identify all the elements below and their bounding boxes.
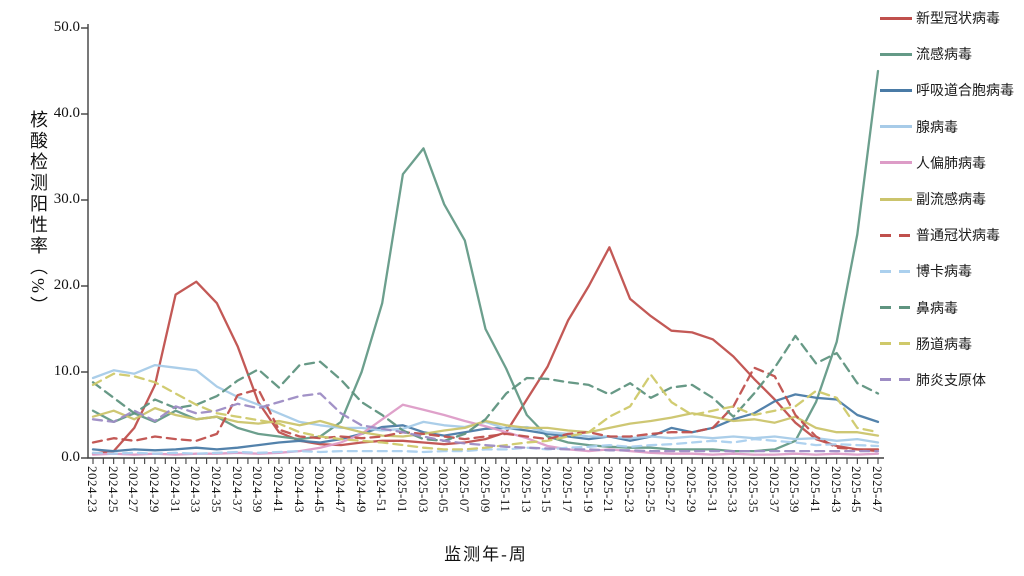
legend-line-swatch bbox=[880, 197, 912, 201]
legend-line-swatch bbox=[880, 125, 912, 129]
legend-label: 新型冠状病毒 bbox=[916, 12, 1000, 28]
x-tick-label: 2025-43 bbox=[828, 466, 844, 513]
x-tick-label: 2025-33 bbox=[725, 466, 741, 513]
legend-label: 人偏肺病毒 bbox=[916, 156, 986, 172]
x-tick-label: 2025-09 bbox=[477, 466, 493, 513]
legend-item: 鼻病毒 bbox=[880, 290, 1024, 326]
legend-label: 腺病毒 bbox=[916, 120, 958, 136]
x-tick-label: 2025-31 bbox=[704, 466, 720, 513]
legend-line-swatch bbox=[880, 378, 912, 382]
x-tick-label: 2025-03 bbox=[415, 466, 431, 513]
series-line bbox=[91, 406, 880, 438]
x-tick-label: 2024-41 bbox=[270, 466, 286, 513]
x-tick-label: 2024-39 bbox=[250, 466, 266, 513]
x-tick-label: 2025-47 bbox=[870, 466, 885, 513]
series-line bbox=[91, 363, 880, 444]
x-tick-label: 2025-05 bbox=[436, 466, 452, 513]
x-tick-label: 2024-27 bbox=[126, 466, 142, 513]
legend-item: 副流感病毒 bbox=[880, 181, 1024, 217]
legend-line-swatch bbox=[880, 233, 912, 237]
x-tick-label: 2025-29 bbox=[684, 466, 700, 513]
x-tick-label: 2024-49 bbox=[353, 466, 369, 513]
legend-item: 流感病毒 bbox=[880, 36, 1024, 72]
legend-item: 新型冠状病毒 bbox=[880, 0, 1024, 36]
y-tick-label: 0.0 bbox=[61, 449, 80, 465]
x-tick-label: 2025-15 bbox=[539, 466, 555, 513]
x-tick-label: 2025-01 bbox=[394, 466, 410, 513]
legend: 新型冠状病毒 流感病毒呼吸道合胞病毒 腺病毒人偏肺病毒副流感病毒普通冠状病毒 博卡病毒… bbox=[880, 0, 1024, 398]
series-line bbox=[91, 393, 880, 453]
x-tick-label: 2025-17 bbox=[560, 466, 576, 513]
series-line bbox=[91, 69, 880, 453]
x-tick-label: 2025-41 bbox=[808, 466, 824, 513]
x-tick-label: 2024-35 bbox=[208, 466, 224, 513]
legend-line-swatch bbox=[880, 88, 912, 92]
series-line bbox=[91, 437, 880, 455]
x-tick-label: 2025-19 bbox=[580, 466, 596, 513]
series-line bbox=[91, 334, 880, 442]
legend-label: 副流感病毒 bbox=[916, 193, 986, 209]
x-tick-label: 2025-07 bbox=[456, 466, 472, 513]
legend-label: 鼻病毒 bbox=[916, 301, 958, 317]
y-tick-label: 20.0 bbox=[53, 277, 80, 293]
x-tick-label: 2025-25 bbox=[642, 466, 658, 513]
x-tick-label: 2024-31 bbox=[167, 466, 183, 513]
x-tick-label: 2024-43 bbox=[291, 466, 307, 513]
x-tick-label: 2025-27 bbox=[663, 466, 679, 513]
x-tick-label: 2024-45 bbox=[312, 466, 328, 513]
legend-label: 肠道病毒 bbox=[916, 337, 972, 353]
x-tick-label: 2025-35 bbox=[746, 466, 762, 513]
legend-label: 博卡病毒 bbox=[916, 265, 972, 281]
legend-item: 普通冠状病毒 bbox=[880, 217, 1024, 253]
x-tick-label: 2025-11 bbox=[498, 466, 514, 513]
y-tick-label: 40.0 bbox=[53, 105, 80, 121]
legend-line-swatch bbox=[880, 52, 912, 56]
legend-line-swatch bbox=[880, 269, 912, 273]
series-line bbox=[91, 392, 880, 453]
legend-line-swatch bbox=[880, 161, 912, 165]
y-axis-title: 核酸检测阳性率（%） bbox=[28, 110, 48, 317]
legend-line-swatch bbox=[880, 342, 912, 346]
x-tick-label: 2024-29 bbox=[146, 466, 162, 513]
axis-lines bbox=[87, 24, 884, 459]
series-line bbox=[91, 366, 880, 453]
legend-line-swatch bbox=[880, 16, 912, 20]
legend-line-swatch bbox=[880, 306, 912, 310]
x-tick-label: 2025-21 bbox=[601, 466, 617, 513]
legend-item: 肠道病毒 bbox=[880, 326, 1024, 362]
x-tick-label: 2024-51 bbox=[374, 466, 390, 513]
x-tick-label: 2024-23 bbox=[85, 466, 100, 513]
series-line bbox=[91, 246, 880, 455]
legend-item: 呼吸道合胞病毒 bbox=[880, 72, 1024, 108]
x-tick-label: 2025-13 bbox=[518, 466, 534, 513]
x-tick-label: 2024-47 bbox=[332, 466, 348, 513]
y-tick-label: 50.0 bbox=[53, 19, 80, 35]
legend-label: 普通冠状病毒 bbox=[916, 229, 1000, 245]
x-tick-label: 2024-25 bbox=[105, 466, 121, 513]
y-tick-label: 30.0 bbox=[53, 191, 80, 207]
x-axis-title: 监测年-周 bbox=[444, 545, 528, 564]
legend-item: 肺炎支原体 bbox=[880, 362, 1024, 398]
x-tick-label: 2024-37 bbox=[229, 466, 245, 513]
legend-label: 呼吸道合胞病毒 bbox=[916, 84, 1014, 100]
x-tick-label: 2025-45 bbox=[849, 466, 865, 513]
legend-item: 腺病毒 bbox=[880, 109, 1024, 145]
legend-label: 肺炎支原体 bbox=[916, 373, 986, 389]
series-line bbox=[91, 403, 880, 456]
x-tick-label: 2025-23 bbox=[622, 466, 638, 513]
x-tick-label: 2024-33 bbox=[188, 466, 204, 513]
legend-item: 博卡病毒 bbox=[880, 253, 1024, 289]
legend-item: 人偏肺病毒 bbox=[880, 145, 1024, 181]
legend-label: 流感病毒 bbox=[916, 48, 972, 64]
x-tick-label: 2025-39 bbox=[787, 466, 803, 513]
x-tick-label: 2025-37 bbox=[766, 466, 782, 513]
y-tick-label: 10.0 bbox=[53, 363, 80, 379]
series-line bbox=[91, 372, 880, 451]
